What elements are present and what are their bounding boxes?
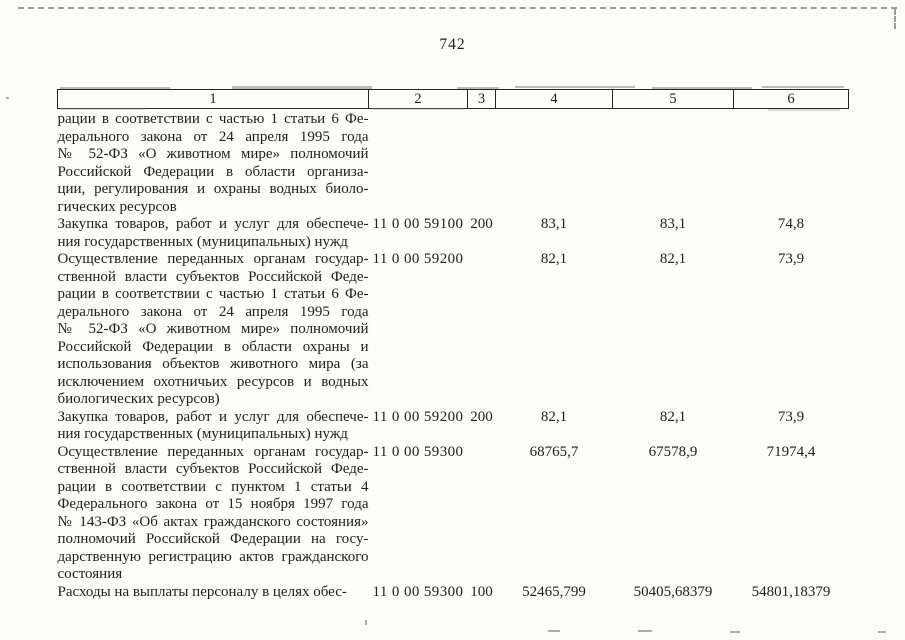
row-expense-type: 200 [470,408,493,425]
row-amount-y3 [734,109,849,217]
scan-artifact-smudge [60,87,170,89]
row-code: 11 0 00 59200 [372,408,464,425]
scan-artifact-smudge [232,86,372,89]
scan-artifact-smudge [515,86,635,88]
column-header-5: 5 [612,89,734,109]
row-name: Расходы на выплаты персоналу в целях обе… [57,583,347,600]
row-name: рации в соответствии с частью 1 статьи 6… [57,111,369,215]
row-amount-y3: 54801,18379 [751,583,831,600]
scan-artifact-dash [730,631,740,633]
scan-artifact-dash [638,630,652,632]
row-name: Осуществление переданных органам государ… [57,443,369,583]
scan-artifact-top-dashed-line [18,7,897,9]
scan-artifact-right-tick [894,9,896,29]
table-row: Закупка товаров, работ и услуг для обесп… [58,216,849,251]
column-header-1: 1 [57,89,369,109]
scan-artifact-tick [365,620,367,625]
row-code: 11 0 00 59100 [372,216,464,232]
row-amount-y2: 67578,9 [648,443,698,460]
row-name: Осуществление переданных органам государ… [57,251,369,407]
row-code: 11 0 00 59300 [372,583,464,600]
table-row: Осуществление переданных органам государ… [58,251,849,409]
scan-artifact-smudge [372,108,464,110]
row-name: Закупка товаров, работ и услуг для обесп… [57,216,369,250]
row-expense-type [468,444,496,584]
row-amount-y2 [613,109,734,217]
scan-artifact-smudge [60,108,145,110]
row-expense-type: 200 [470,216,493,232]
row-amount-y3: 71974,4 [766,443,816,460]
budget-table: 1 2 3 4 5 6 рации в соответствии с часть… [57,89,849,601]
row-amount-y3: 73,9 [777,251,805,267]
page-number: 742 [439,36,466,53]
scan-artifact-speck [6,97,9,99]
table-row: рации в соответствии с частью 1 статьи 6… [58,109,849,217]
scan-artifact-smudge [652,87,752,89]
row-expense-type: 100 [470,583,493,600]
row-code [369,109,468,217]
row-amount-y1: 82,1 [540,408,568,425]
row-amount-y1: 52465,799 [522,583,586,600]
row-amount-y1: 82,1 [540,251,568,267]
scan-artifact-smudge [762,86,844,88]
row-amount-y1: 83,1 [540,216,568,232]
column-header-3: 3 [467,89,496,109]
row-name: Закупка товаров, работ и услуг для обесп… [57,408,369,443]
scan-artifact-dash [548,630,560,632]
row-amount-y1 [496,109,613,217]
row-code: 11 0 00 59300 [372,443,464,460]
row-amount-y2: 82,1 [659,251,687,267]
row-amount-y3: 74,8 [777,216,805,232]
row-amount-y2: 50405,68379 [633,583,713,600]
row-amount-y3: 73,9 [777,408,805,425]
table-header-row: 1 2 3 4 5 6 [57,89,849,109]
row-amount-y2: 83,1 [659,216,687,232]
row-amount-y2: 82,1 [659,408,687,425]
scan-artifact-dash [878,631,886,633]
row-amount-y1: 68765,7 [529,443,579,460]
row-expense-type [468,109,496,217]
table-row: Осуществление переданных органам государ… [58,444,849,584]
row-expense-type [468,251,496,409]
column-header-4: 4 [495,89,613,109]
scan-artifact-smudge [768,109,840,111]
column-header-2: 2 [368,89,468,109]
scan-artifact-smudge [457,87,499,89]
row-code: 11 0 00 59200 [372,251,464,267]
table-row: Закупка товаров, работ и услуг для обесп… [58,409,849,444]
column-header-6: 6 [733,89,849,109]
table-row: Расходы на выплаты персоналу в целях обе… [58,584,849,602]
